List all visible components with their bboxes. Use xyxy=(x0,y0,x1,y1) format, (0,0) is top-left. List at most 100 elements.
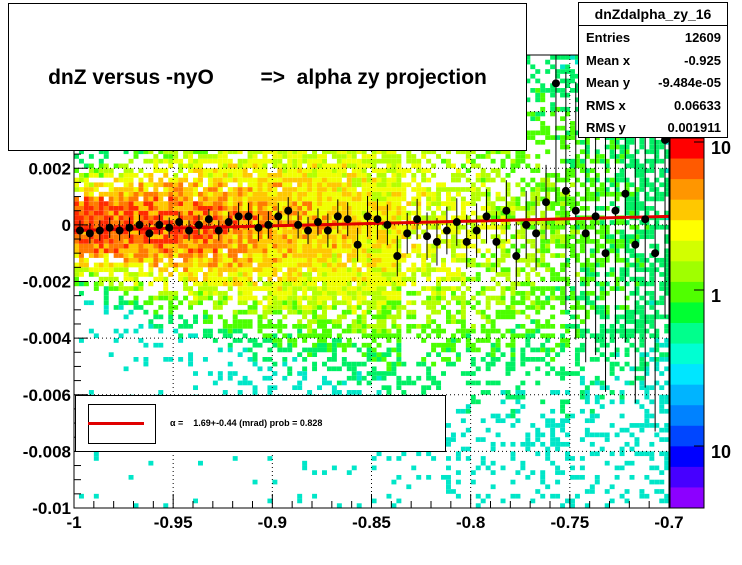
heatmap-cell xyxy=(565,172,570,178)
heatmap-cell xyxy=(609,201,615,206)
heatmap-cell xyxy=(351,290,357,296)
heatmap-cell xyxy=(460,224,466,230)
heatmap-cell xyxy=(381,206,387,211)
heatmap-cell xyxy=(431,375,437,381)
heatmap-cell xyxy=(565,168,570,173)
heatmap-cell xyxy=(659,427,665,433)
heatmap-cell xyxy=(302,309,308,315)
heatmap-cell xyxy=(108,262,114,268)
heatmap-cell xyxy=(639,493,645,499)
heatmap-cell xyxy=(282,272,288,277)
heatmap-cell xyxy=(510,413,516,419)
heatmap-cell xyxy=(411,290,417,296)
heatmap-cell xyxy=(396,243,402,249)
heatmap-cell xyxy=(545,418,551,424)
heatmap-cell xyxy=(98,239,104,244)
heatmap-cell xyxy=(411,248,417,254)
heatmap-cell xyxy=(158,206,164,211)
heatmap-cell xyxy=(346,163,352,169)
heatmap-cell xyxy=(267,390,273,395)
heatmap-cell xyxy=(207,290,213,296)
heatmap-cell xyxy=(540,130,546,136)
heatmap-cell xyxy=(202,272,208,277)
heatmap-cell xyxy=(317,290,322,296)
heatmap-cell xyxy=(322,380,327,386)
heatmap-cell xyxy=(619,286,625,291)
heatmap-cell xyxy=(634,229,640,235)
heatmap-cell xyxy=(242,281,248,287)
heatmap-cell xyxy=(178,239,184,244)
heatmap-cell xyxy=(401,361,407,367)
heatmap-cell xyxy=(351,342,357,348)
heatmap-cell xyxy=(272,262,278,268)
heatmap-cell xyxy=(540,347,546,353)
heatmap-cell xyxy=(198,154,203,159)
heatmap-cell xyxy=(212,158,218,164)
heatmap-cell xyxy=(540,83,546,89)
heatmap-cell xyxy=(193,257,198,263)
heatmap-cell xyxy=(619,427,625,433)
heatmap-cell xyxy=(222,262,228,268)
heatmap-cell xyxy=(560,144,566,150)
heatmap-cell xyxy=(307,187,313,192)
heatmap-cell xyxy=(287,158,293,164)
heatmap-cell xyxy=(386,257,392,263)
heatmap-cell xyxy=(545,130,551,136)
heatmap-cell xyxy=(530,498,536,504)
heatmap-cell xyxy=(535,92,541,98)
heatmap-cell xyxy=(247,257,253,263)
heatmap-cell xyxy=(540,323,546,329)
heatmap-cell xyxy=(594,262,600,268)
heatmap-cell xyxy=(421,168,427,173)
heatmap-cell xyxy=(133,196,139,202)
heatmap-cell xyxy=(247,309,253,315)
heatmap-cell xyxy=(475,276,481,282)
heatmap-cell xyxy=(153,239,159,244)
heatmap-cell xyxy=(500,314,506,320)
heatmap-cell xyxy=(614,158,620,164)
heatmap-cell xyxy=(123,248,129,254)
heatmap-cell xyxy=(565,234,570,240)
heatmap-cell xyxy=(619,243,625,249)
heatmap-cell xyxy=(287,172,293,178)
heatmap-cell xyxy=(426,168,432,173)
heatmap-cell xyxy=(520,357,526,362)
heatmap-cell xyxy=(530,206,536,211)
heatmap-cell xyxy=(649,465,655,471)
heatmap-cell xyxy=(351,328,357,334)
heatmap-cell xyxy=(386,191,392,197)
heatmap-cell xyxy=(446,158,451,164)
heatmap-cell xyxy=(550,441,556,447)
heatmap-cell xyxy=(599,154,605,159)
heatmap-cell xyxy=(193,201,198,206)
heatmap-cell xyxy=(381,385,387,391)
heatmap-cell xyxy=(227,267,233,273)
heatmap-cell xyxy=(346,229,352,235)
heatmap-cell xyxy=(128,210,134,216)
heatmap-cell xyxy=(302,210,308,216)
heatmap-cell xyxy=(198,168,203,173)
heatmap-cell xyxy=(525,78,531,84)
heatmap-cell xyxy=(550,83,556,89)
heatmap-cell xyxy=(242,262,248,268)
heatmap-cell xyxy=(212,290,218,296)
heatmap-cell xyxy=(426,149,432,155)
heatmap-cell xyxy=(307,319,313,324)
heatmap-cell xyxy=(322,281,327,287)
heatmap-cell xyxy=(391,234,397,240)
heatmap-cell xyxy=(570,158,575,164)
heatmap-cell xyxy=(232,272,238,277)
heatmap-cell xyxy=(396,215,402,221)
heatmap-cell xyxy=(93,243,99,249)
heatmap-cell xyxy=(178,163,184,169)
heatmap-cell xyxy=(312,262,318,268)
heatmap-cell xyxy=(74,187,79,192)
heatmap-cell xyxy=(535,111,541,117)
heatmap-cell xyxy=(83,224,89,230)
heatmap-cell xyxy=(232,262,238,268)
heatmap-cell xyxy=(217,243,223,249)
heatmap-cell xyxy=(570,323,575,329)
heatmap-cell xyxy=(416,191,422,197)
heatmap-cell xyxy=(465,187,471,192)
heatmap-cell xyxy=(307,281,313,287)
